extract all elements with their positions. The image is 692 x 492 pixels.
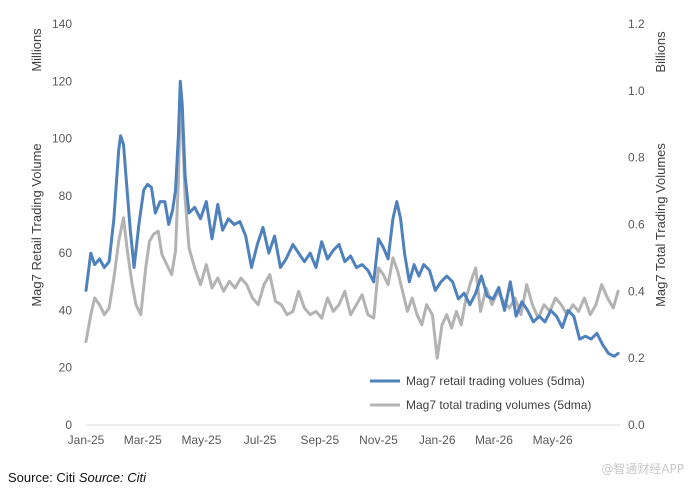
source-label-italic: Source: Citi [78,470,147,485]
y-right-tick-label: 1.2 [628,17,645,31]
y-left-tick-label: 40 [59,303,73,317]
y-right-tick-label: 0.0 [628,418,645,432]
x-tick-label: Mar-25 [124,433,162,447]
x-tick-label: Mar-26 [475,433,513,447]
y-left-tick-label: 120 [52,74,72,88]
x-tick-label: Nov-25 [359,433,398,447]
y-left-axis-title: Mag7 Retail Trading Volume [29,143,44,306]
retail-volume-line [84,79,620,358]
y-right-tick-label: 1.0 [628,84,645,98]
series-lines [84,79,620,360]
source-label: Source: Citi [8,470,76,485]
x-tick-label: Sep-25 [300,433,339,447]
y-right-tick-label: 0.2 [628,351,645,365]
y-right-unit: Billions [653,31,668,73]
y-left-tick-label: 0 [65,418,72,432]
legend-label: Mag7 total trading volumes (5dma) [406,398,591,412]
y-left-tick-label: 140 [52,17,72,31]
source-note: Source: Citi Source: Citi [8,470,146,485]
y-left-tick-label: 80 [59,189,73,203]
y-right-tick-label: 0.6 [628,218,645,232]
axes: 0 20 40 60 80 100 120 140 0.0 0.2 0.4 0.6 0.8 1.0 1.2 J… [29,17,668,447]
total-volume-line [84,99,620,360]
y-left-unit: Millions [29,28,44,72]
x-tick-label: Jul-25 [244,433,277,447]
legend-label: Mag7 retail trading volues (5dma) [406,374,585,388]
y-left-tick-label: 100 [52,132,72,146]
y-right-axis-title: Mag7 Total Trading Volumes [653,143,668,307]
x-tick-label: Jan-25 [68,433,105,447]
x-tick-label: May-26 [533,433,573,447]
y-right-tick-label: 0.8 [628,151,645,165]
x-tick-label: Jan-26 [419,433,456,447]
y-left-tick-label: 60 [59,246,73,260]
y-right-tick-label: 0.4 [628,284,645,298]
y-left-tick-label: 20 [59,361,73,375]
watermark: @智通财经APP [601,462,684,476]
legend: Mag7 retail trading volues (5dma) Mag7 to… [370,374,591,412]
chart: 0 20 40 60 80 100 120 140 0.0 0.2 0.4 0.6 0.8 1.0 1.2 J… [29,17,668,447]
x-tick-label: May-25 [181,433,221,447]
